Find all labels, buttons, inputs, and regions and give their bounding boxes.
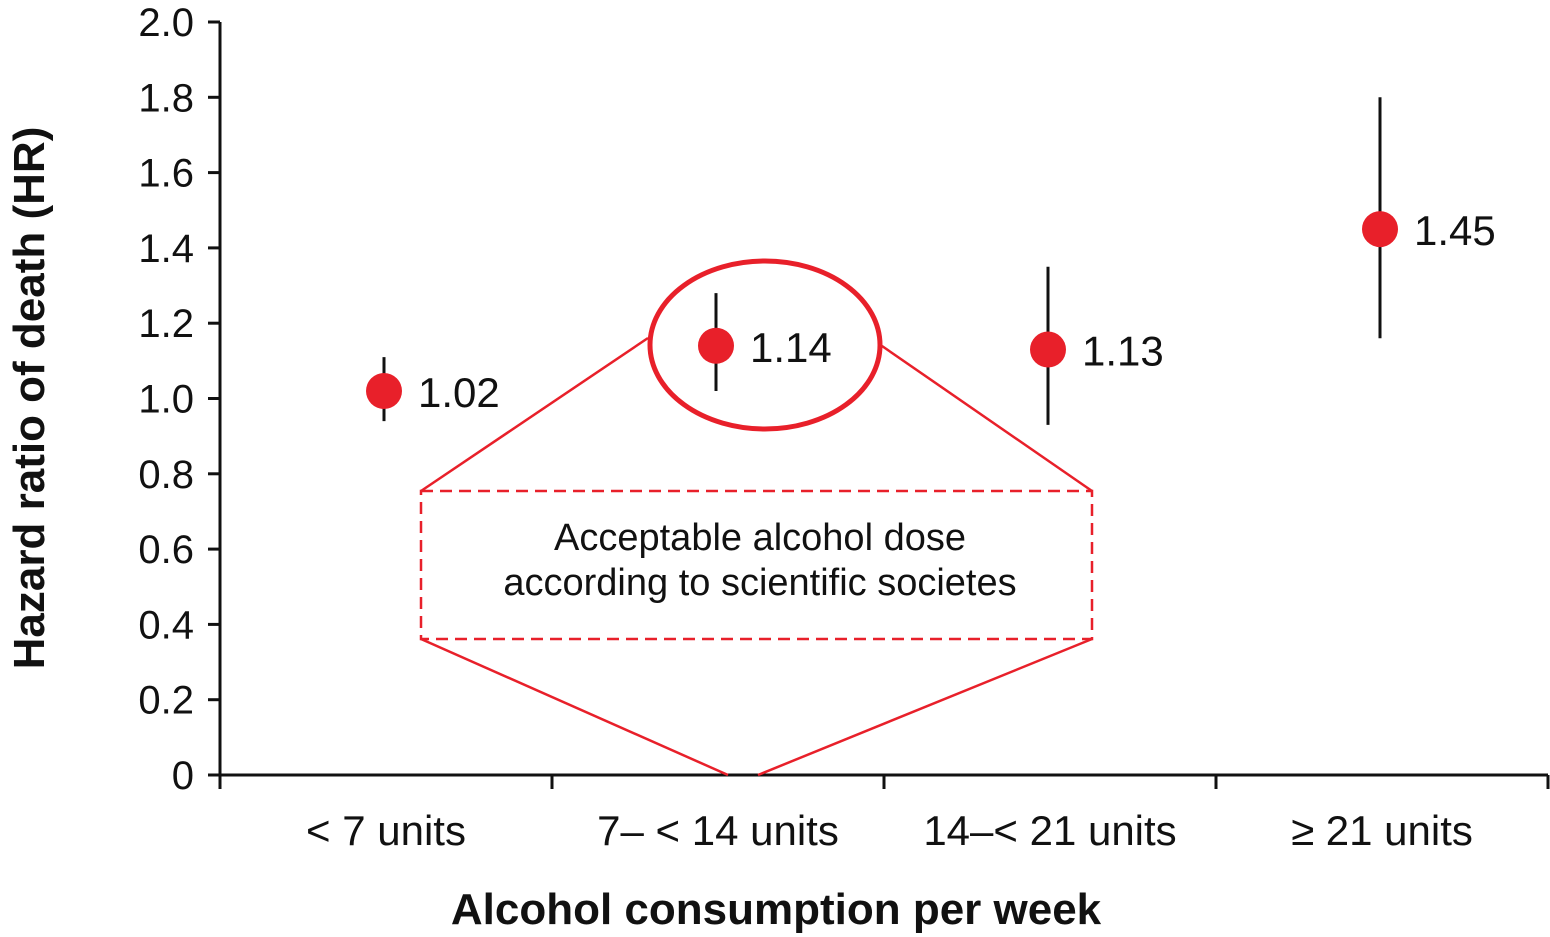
y-tick-label: 0.8	[138, 453, 194, 497]
x-tick-label: < 7 units	[306, 807, 466, 854]
y-axis-title: Hazard ratio of death (HR)	[5, 127, 54, 670]
highlight-ellipse	[647, 258, 883, 432]
data-point	[1030, 331, 1066, 368]
connector-line	[881, 344, 1093, 493]
data-point	[1362, 211, 1398, 248]
data-label: 1.14	[750, 324, 832, 371]
y-tick-label: 0.4	[138, 603, 194, 647]
y-tick-label: 1.2	[138, 302, 194, 346]
connector-line	[420, 637, 729, 777]
y-tick-label: 1.8	[138, 76, 194, 120]
data-point	[366, 372, 402, 409]
data-label: 1.13	[1082, 328, 1164, 375]
x-axis-title: Alcohol consumption per week	[451, 885, 1102, 934]
y-tick-label: 1.4	[138, 227, 194, 271]
annotation: Acceptable alcohol dose according to sci…	[419, 258, 1094, 777]
annotation-box	[419, 489, 1094, 641]
annotation-line-1: Acceptable alcohol dose	[554, 517, 966, 559]
connector-line	[757, 637, 1093, 777]
y-tick-label: 0	[172, 754, 194, 798]
data-point	[698, 327, 734, 364]
y-tick-label: 2.0	[138, 1, 194, 45]
x-tick-label: 7– < 14 units	[597, 807, 839, 854]
axes: 0 0.2 0.4 0.6 0.8 1.0 1.2 1.4 1.6 1.8 2.0 < 7 units…	[138, 1, 1550, 854]
x-tick-label: 14–< 21 units	[923, 807, 1176, 854]
y-tick-label: 1.0	[138, 378, 194, 422]
data-points: 1.02 1.14 1.13 1.45	[366, 97, 1496, 425]
y-tick-label: 0.6	[138, 528, 194, 572]
connector-line	[420, 336, 649, 493]
annotation-line-2: according to scientific societes	[503, 562, 1016, 604]
x-tick-label: ≥ 21 units	[1291, 807, 1473, 854]
y-tick-label: 0.2	[138, 679, 194, 723]
y-tick-label: 1.6	[138, 152, 194, 196]
data-label: 1.02	[418, 369, 500, 416]
data-label: 1.45	[1414, 207, 1496, 254]
